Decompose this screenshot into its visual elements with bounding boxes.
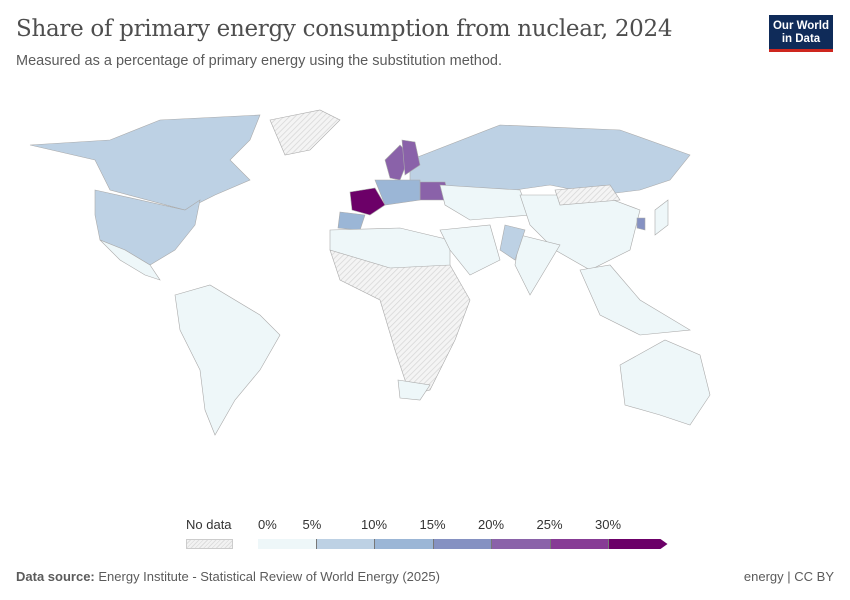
- owid-logo[interactable]: Our World in Data: [769, 15, 833, 52]
- country-south-america[interactable]: [174, 284, 281, 436]
- country-india[interactable]: [514, 234, 561, 296]
- legend-bin[interactable]: [258, 539, 317, 549]
- chart-subtitle: Measured as a percentage of primary ener…: [16, 53, 503, 69]
- no-data-label: No data: [186, 517, 232, 532]
- country-south-korea[interactable]: [636, 217, 646, 231]
- legend-bin[interactable]: [609, 539, 668, 549]
- footer-right[interactable]: energy | CC BY: [743, 569, 834, 584]
- country-spain[interactable]: [337, 211, 366, 231]
- no-data-swatch[interactable]: [186, 539, 233, 549]
- country-southeast-asia[interactable]: [579, 264, 691, 336]
- country-mexico[interactable]: [99, 239, 161, 281]
- country-finland[interactable]: [401, 139, 421, 176]
- country-greenland[interactable]: [269, 109, 341, 156]
- country-russia[interactable]: [409, 124, 691, 196]
- country-japan[interactable]: [654, 199, 669, 236]
- legend-bin[interactable]: [550, 539, 609, 549]
- legend-tick: 15%: [419, 517, 446, 532]
- country-australia[interactable]: [619, 339, 711, 426]
- data-source: Data source: Energy Institute - Statisti…: [16, 569, 440, 584]
- legend-bin[interactable]: [316, 539, 375, 549]
- country-pakistan[interactable]: [499, 224, 526, 261]
- country-north-africa[interactable]: [329, 227, 451, 269]
- legend-tick: 10%: [361, 517, 388, 532]
- country-south-africa[interactable]: [397, 379, 431, 401]
- country-africa[interactable]: [329, 249, 471, 396]
- country-middle-east[interactable]: [439, 224, 501, 276]
- legend-bin[interactable]: [492, 539, 551, 549]
- map-legend: No data 0% 5% 10% 15% 20% 25% 30%: [185, 517, 675, 557]
- source-text[interactable]: Energy Institute - Statistical Review of…: [98, 569, 440, 584]
- legend-bin[interactable]: [433, 539, 492, 549]
- country-central-europe[interactable]: [374, 179, 421, 206]
- legend-tick: 30%: [595, 517, 622, 532]
- country-france[interactable]: [349, 187, 386, 216]
- world-map[interactable]: [0, 100, 850, 510]
- legend-tick: 20%: [478, 517, 505, 532]
- country-central-asia[interactable]: [439, 184, 531, 221]
- legend-bin[interactable]: [375, 539, 434, 549]
- legend-tick: 5%: [302, 517, 322, 532]
- source-label: Data source:: [16, 569, 95, 584]
- chart-title: Share of primary energy consumption from…: [16, 16, 673, 42]
- country-united-states[interactable]: [94, 189, 201, 266]
- country-canada[interactable]: [29, 114, 261, 211]
- legend-tick: 25%: [536, 517, 563, 532]
- legend-tick: 0%: [258, 517, 277, 532]
- country-mongolia[interactable]: [554, 184, 621, 206]
